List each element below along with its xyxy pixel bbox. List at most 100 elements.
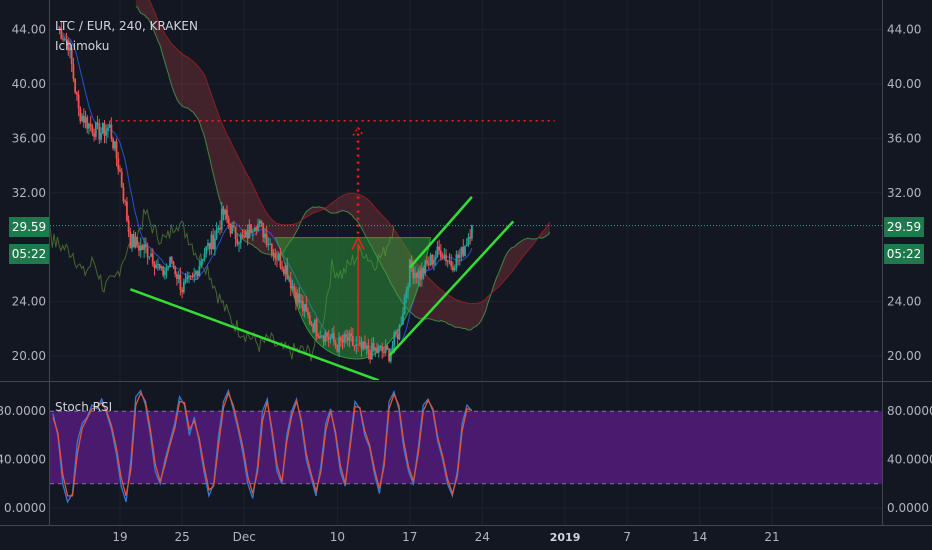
candle-body: [320, 335, 323, 337]
candle-body: [136, 237, 139, 246]
candle-body: [163, 270, 166, 276]
left-price-badge: [9, 217, 49, 237]
candle-body: [224, 210, 227, 214]
candle-body: [198, 266, 201, 277]
candle-body: [74, 78, 77, 93]
price-tick-left: 20.00: [12, 349, 46, 363]
candle-body: [241, 234, 244, 236]
candle-body: [334, 341, 337, 345]
support-trend-line: [129, 288, 380, 380]
candle-body: [195, 271, 197, 275]
price-tick-right: 44.00: [887, 23, 921, 37]
right-countdown-label: 05:22: [887, 247, 922, 261]
candle-body: [346, 337, 349, 341]
candle-body: [296, 293, 299, 304]
candle-body: [188, 275, 190, 277]
candle-body: [176, 274, 178, 280]
candle-body: [443, 254, 446, 259]
candle-body: [250, 224, 252, 233]
candle-body: [420, 267, 423, 280]
candle-body: [324, 332, 327, 342]
price-tick-right: 32.00: [887, 186, 921, 200]
candle-body: [269, 244, 271, 246]
time-tick-label: 7: [623, 530, 631, 544]
candle-body: [434, 256, 437, 260]
candle-body: [279, 253, 282, 268]
candle-body: [191, 275, 194, 277]
candle-body: [94, 122, 97, 137]
candle-body: [131, 233, 133, 248]
axes: 44.00 44.00 40.00 40.00 36.00 36.00 32.00 32.00…: [0, 23, 932, 544]
stoch-rsi-d-line: [52, 391, 473, 497]
candle-body: [417, 270, 420, 278]
candle-body: [300, 300, 303, 303]
candle-body: [379, 346, 382, 348]
candle-body: [141, 245, 144, 250]
candle-body: [246, 230, 249, 239]
candle-body: [93, 133, 96, 137]
indicator-label-stoch-rsi[interactable]: Stoch RSI: [55, 400, 112, 414]
candle-body: [391, 345, 394, 352]
candle-body: [314, 319, 316, 332]
candle-body: [58, 27, 61, 29]
candle-body: [119, 169, 121, 172]
rsi-tick-left: 0.0000: [4, 501, 46, 515]
candle-body: [69, 47, 71, 51]
candle-body: [113, 141, 116, 149]
candle-body: [282, 268, 285, 275]
candle-body: [305, 304, 308, 312]
price-tick-right: 40.00: [887, 77, 921, 91]
candle-body: [381, 346, 384, 352]
candle-body: [312, 324, 315, 332]
candle-body: [210, 234, 213, 250]
channel-lower-line: [388, 220, 515, 357]
candle-body: [276, 258, 278, 260]
candle-body: [396, 334, 399, 339]
candle-body: [303, 304, 306, 312]
candle-body: [91, 126, 94, 134]
price-tick-left: 36.00: [12, 131, 46, 145]
candle-body: [157, 263, 159, 266]
candle-body: [253, 227, 256, 232]
candle-body: [100, 133, 102, 140]
candle-body: [160, 266, 163, 269]
candle-body: [238, 243, 240, 245]
candle-body: [196, 271, 199, 277]
candle-body: [110, 124, 113, 139]
candle-body: [84, 117, 87, 123]
candle-body: [281, 267, 284, 269]
price-tick-left: 32.00: [12, 186, 46, 200]
rsi-tick-right: 40.0000: [887, 453, 932, 467]
candle-body: [227, 218, 230, 224]
candle-body: [301, 300, 304, 312]
channel-upper-line: [408, 196, 473, 269]
candle-body: [217, 227, 220, 230]
candle-body: [177, 274, 180, 280]
candle-body: [453, 268, 456, 271]
candle-body: [333, 333, 335, 342]
candle-body: [393, 332, 396, 346]
candle-body: [462, 246, 465, 257]
candle-body: [89, 123, 92, 127]
candle-body: [433, 259, 435, 265]
candle-body: [67, 40, 70, 51]
time-tick-label: 2019: [550, 531, 581, 544]
chart-title[interactable]: LTC / EUR, 240, KRAKEN: [55, 19, 198, 33]
indicator-label-ichimoku[interactable]: Ichimoku: [55, 39, 109, 53]
candle-body: [75, 92, 78, 95]
candle-body: [112, 138, 114, 149]
candle-body: [429, 254, 432, 265]
candle-body: [70, 47, 73, 65]
candle-body: [376, 348, 378, 353]
candle-body: [336, 344, 339, 352]
target-arrow-head: [352, 126, 364, 136]
candle-body: [317, 336, 320, 338]
candle-body: [245, 230, 247, 238]
price-tick-right: 24.00: [887, 295, 921, 309]
candle-body: [286, 265, 289, 280]
candle-body: [400, 324, 403, 326]
candle-body: [162, 266, 165, 276]
candle-body: [170, 257, 173, 262]
candle-body: [124, 201, 127, 203]
